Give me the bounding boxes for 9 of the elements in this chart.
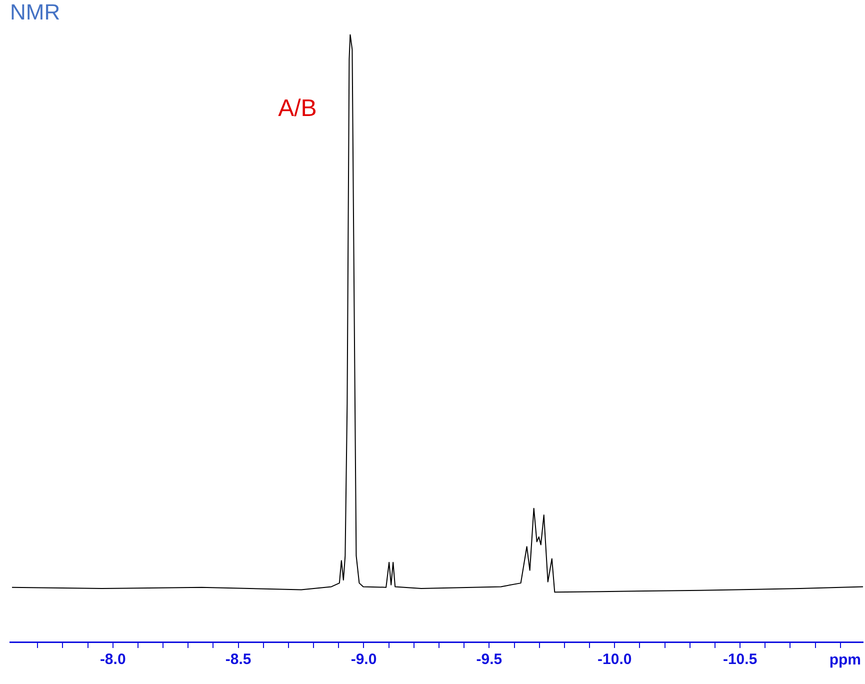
- x-tick-label: -9.0: [350, 651, 377, 668]
- x-axis-title: ppm: [829, 652, 861, 669]
- annotation: A/B: [278, 95, 317, 122]
- x-tick-label: -10.0: [598, 651, 632, 668]
- x-tick-label: -10.5: [722, 651, 758, 668]
- x-tick-label: -9.5: [476, 651, 502, 668]
- x-tick-label: -8.0: [100, 651, 126, 668]
- chart-title: NMR: [10, 0, 60, 24]
- x-tick-label: -8.5: [225, 651, 252, 668]
